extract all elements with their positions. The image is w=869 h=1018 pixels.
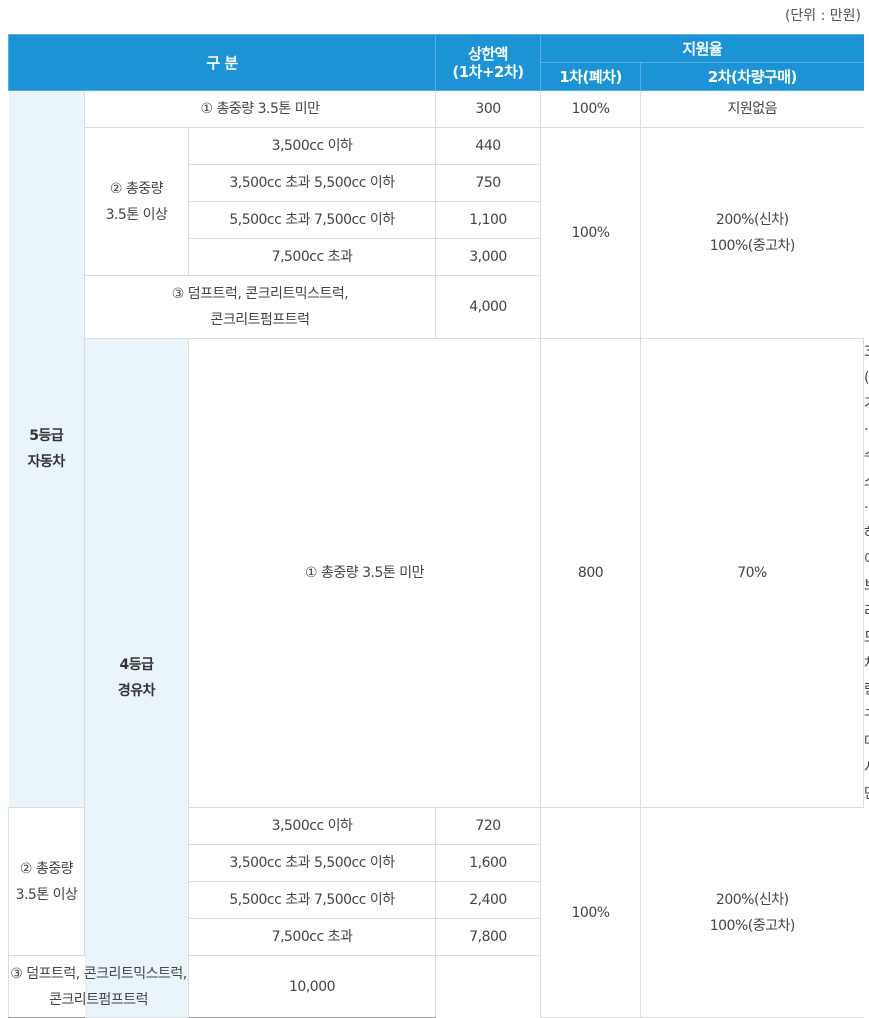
cell-line: 3.5톤 이상 [105, 206, 168, 223]
displacement: 7,500cc 초과 [187, 238, 437, 276]
cell-line: 콘크리트펌프트럭 [48, 991, 149, 1008]
displacement: 3,500cc 이하 [187, 127, 437, 165]
category: ③ 덤프트럭, 콘크리트믹스트럭, 콘크리트펌프트럭 [8, 955, 189, 1018]
displacement: 5,500cc 초과 7,500cc 이하 [187, 881, 437, 919]
limit: 1,100 [435, 201, 542, 239]
limit: 3,000 [435, 238, 542, 276]
header-limit: 상한액 (1차+2차) [435, 34, 542, 91]
limit: 750 [435, 164, 542, 202]
cell-line: 차량 구매시만) [864, 656, 869, 802]
displacement: 7,500cc 초과 [187, 918, 437, 956]
limit: 4,000 [435, 275, 542, 339]
rate-first: 100% [540, 90, 642, 128]
cell-line: 30% [864, 344, 869, 360]
displacement: 3,500cc 초과 5,500cc 이하 [187, 164, 437, 202]
category: ③ 덤프트럭, 콘크리트믹스트럭, 콘크리트펌프트럭 [83, 275, 437, 339]
cell-line: 경유차 [117, 683, 156, 699]
category: ② 총중량 3.5톤 이상 [84, 127, 189, 276]
unit-note: (단위 : 만원) [784, 8, 861, 24]
cell-line: 지원없음 [727, 101, 778, 117]
limit: 7,800 [435, 918, 542, 956]
cell-line: 200%(신차) [715, 212, 789, 228]
cell-line: (1차+2차) [452, 62, 524, 81]
rate-first: 100% [540, 807, 642, 1018]
cell-line: 100%(중고차) [709, 238, 796, 254]
cell-line: 5등급 [29, 428, 64, 444]
limit: 800 [540, 338, 642, 808]
rate-second: 200%(신차) 100%(중고차) [640, 807, 864, 1018]
cell-line: ③ 덤프트럭, 콘크리트믹스트럭, [10, 965, 187, 982]
table-row: ② 총중량 3.5톤 이상 3,500cc 이하 440 100% 200%(신차) 100… [9, 127, 864, 339]
limit: 720 [435, 807, 542, 845]
cell-line: ③ 덤프트럭, 콘크리트믹스트럭, [171, 286, 349, 302]
category: ② 총중량 3.5톤 이상 [8, 807, 85, 956]
header-rate-first: 1차(폐차) [540, 62, 642, 91]
rate-first: 100% [540, 127, 642, 339]
cell-line: 상한액 [468, 44, 508, 63]
rate-second: 지원없음 [640, 90, 864, 128]
cell-line: 3.5톤 이상 [15, 886, 78, 903]
header-rate: 지원율 [540, 34, 864, 63]
cell-line: 200%(신차) [715, 891, 789, 908]
header-category: 구 분 [7, 34, 437, 91]
category: ① 총중량 3.5톤 미만 [83, 90, 437, 128]
table-row: 5등급 자동차 ① 총중량 3.5톤 미만 300 100% 지원없음 [8, 90, 864, 808]
displacement: 3,500cc 초과 5,500cc 이하 [187, 844, 437, 882]
cell-line: (전기·수소·하이브리드 [864, 370, 869, 646]
table-row: 7,500cc 초과 3,000 [9, 238, 864, 276]
displacement: 3,500cc 이하 [187, 807, 437, 845]
rate-second: 200%(신차) 100%(중고차) [640, 127, 864, 339]
rate-first: 70% [640, 338, 865, 808]
cell-line: 4등급 [119, 657, 154, 673]
category: ① 총중량 3.5톤 미만 [187, 338, 542, 808]
displacement: 5,500cc 초과 7,500cc 이하 [187, 201, 437, 239]
subsidy-table: 구 분 상한액 (1차+2차) 지원율 1차(폐차) 2차(차량구매) 5등급 자동차 ① 총중… [7, 34, 869, 1018]
cell-line: 100%(중고차) [709, 917, 796, 934]
limit: 1,600 [435, 844, 542, 882]
header-rate-second: 2차(차량구매) [640, 62, 864, 91]
cell-line: 자동차 [27, 454, 66, 470]
limit: 440 [435, 127, 542, 165]
table-row: 구 분 상한액 (1차+2차) 지원율 [7, 34, 864, 91]
table-row: ③ 덤프트럭, 콘크리트믹스트럭, 콘크리트펌프트럭 4,000 [9, 275, 864, 339]
limit: 2,400 [435, 881, 542, 919]
cell-line: 콘크리트펌프트럭 [210, 312, 310, 328]
cell-line: ② 총중량 [19, 860, 74, 877]
limit: 10,000 [187, 955, 437, 1018]
cell-line: ② 총중량 [109, 180, 164, 197]
page: (단위 : 만원) 구 분 상한액 (1차+2차) 지원율 1차(폐차) 2차(차량구매)… [7, 8, 869, 1018]
limit: 300 [435, 90, 542, 128]
